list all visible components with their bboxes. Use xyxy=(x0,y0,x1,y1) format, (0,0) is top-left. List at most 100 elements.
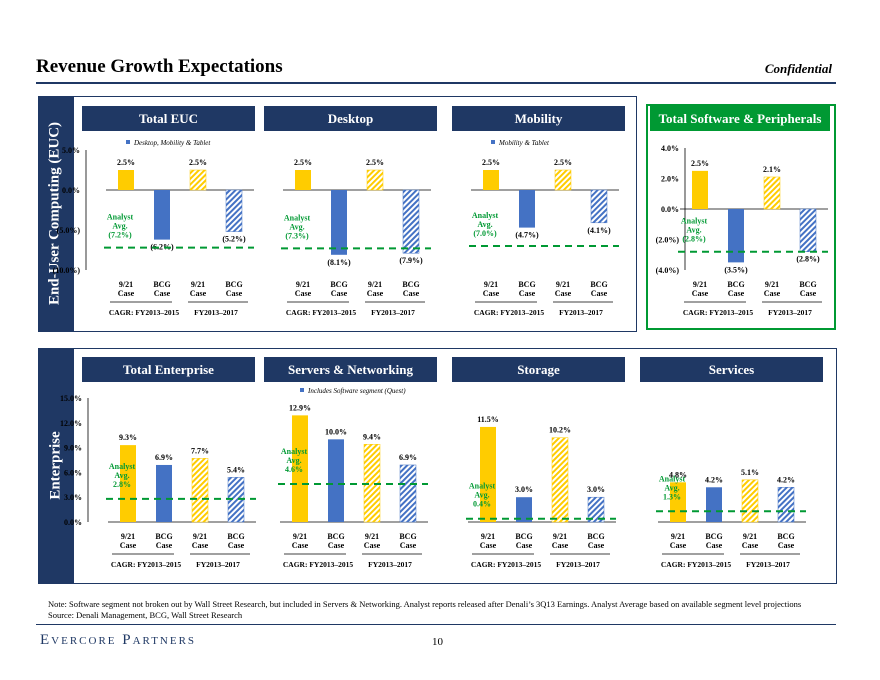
bar xyxy=(590,189,608,224)
y-tick-label: 0.0% xyxy=(62,186,80,195)
evercore-logo: Evercore Partners xyxy=(40,632,197,648)
category-label: 9/21 xyxy=(191,280,205,289)
y-tick-label: 9.0% xyxy=(64,444,82,453)
category-label: Case xyxy=(156,541,173,550)
category-label: BCG xyxy=(587,532,604,541)
y-tick-label: (5.0%) xyxy=(57,226,81,235)
category-label: BCG xyxy=(590,280,607,289)
category-label: Case xyxy=(778,541,795,550)
category-label: Case xyxy=(403,289,420,298)
bar-value-label: (2.8%) xyxy=(796,255,820,264)
page-title: Revenue Growth Expectations xyxy=(36,56,283,77)
y-tick-label: (2.0%) xyxy=(656,236,680,245)
bar xyxy=(483,170,499,190)
category-label: 9/21 xyxy=(481,532,495,541)
category-label: BCG xyxy=(399,532,416,541)
bar-value-label: 10.0% xyxy=(325,427,347,436)
bar xyxy=(741,479,759,523)
y-tick-label: (10.0%) xyxy=(53,266,81,275)
footnote: Note: Software segment not broken out by… xyxy=(48,599,802,609)
analyst-value-label: 4.6% xyxy=(285,465,303,474)
bar xyxy=(763,176,781,210)
legend-swatch xyxy=(300,388,304,392)
cagr-label: CAGR: FY2013–2015 xyxy=(471,560,541,569)
bar-value-label: 6.9% xyxy=(399,453,417,462)
legend-text: Desktop, Mobility & Tablet xyxy=(133,139,211,147)
analyst-label: Avg. xyxy=(686,226,701,235)
category-label: Case xyxy=(728,289,745,298)
bar-value-label: 4.2% xyxy=(777,475,795,484)
panel-header-total-euc: Total EUC xyxy=(82,106,255,131)
category-label: Case xyxy=(295,289,312,298)
category-label: 9/21 xyxy=(556,280,570,289)
category-label: Case xyxy=(364,541,381,550)
category-label: BCG xyxy=(727,280,744,289)
bar-value-label: (5.2%) xyxy=(222,235,246,244)
page-number: 10 xyxy=(432,636,443,648)
category-label: 9/21 xyxy=(293,532,307,541)
cagr-label: CAGR: FY2013–2015 xyxy=(683,308,753,317)
bar-value-label: 2.1% xyxy=(763,165,781,174)
category-label: Case xyxy=(483,289,500,298)
category-label: Case xyxy=(591,289,608,298)
y-tick-label: 3.0% xyxy=(64,493,82,502)
y-tick-label: 15.0% xyxy=(60,394,82,403)
bar xyxy=(331,190,347,255)
bar-value-label: (8.1%) xyxy=(327,258,351,267)
confidential-label: Confidential xyxy=(764,61,832,76)
bar xyxy=(587,496,605,523)
cagr-label: CAGR: FY2013–2015 xyxy=(474,308,544,317)
bar-value-label: (4.7%) xyxy=(515,231,539,240)
analyst-value-label: (7.2%) xyxy=(108,231,132,240)
category-label: 9/21 xyxy=(365,532,379,541)
analyst-label: Analyst xyxy=(281,447,308,456)
analyst-value-label: 1.3% xyxy=(663,492,681,501)
y-tick-label: 5.0% xyxy=(62,146,80,155)
bar-value-label: 2.5% xyxy=(482,158,500,167)
panel-header-servers: Servers & Networking xyxy=(264,357,437,382)
category-label: Case xyxy=(292,541,309,550)
bar-value-label: (7.9%) xyxy=(399,256,423,265)
bar-value-label: 4.2% xyxy=(705,475,723,484)
category-label: Case xyxy=(800,289,817,298)
bar-value-label: 12.9% xyxy=(289,403,311,412)
enterprise-sidebar xyxy=(38,348,74,584)
bar xyxy=(728,209,744,263)
bar-value-label: 2.5% xyxy=(691,159,709,168)
bar-value-label: 6.9% xyxy=(155,453,173,462)
analyst-value-label: 0.4% xyxy=(473,500,491,509)
bar-value-label: 7.7% xyxy=(191,446,209,455)
category-label: Case xyxy=(555,289,572,298)
bar-value-label: 2.5% xyxy=(117,158,135,167)
analyst-label: Analyst xyxy=(109,462,136,471)
analyst-label: Analyst xyxy=(472,211,499,220)
bar xyxy=(777,487,795,523)
panel-header-services: Services xyxy=(640,357,823,382)
bar-value-label: 10.2% xyxy=(549,426,571,435)
category-label: BCG xyxy=(705,532,722,541)
category-label: Case xyxy=(226,289,243,298)
cagr-label: CAGR: FY2013–2015 xyxy=(661,560,731,569)
analyst-label: Analyst xyxy=(469,482,496,491)
category-label: BCG xyxy=(330,280,347,289)
source-note: Source: Denali Management, BCG, Wall Str… xyxy=(48,610,243,620)
category-label: 9/21 xyxy=(121,532,135,541)
category-label: 9/21 xyxy=(671,532,685,541)
category-label: Case xyxy=(588,541,605,550)
bar xyxy=(480,426,496,522)
category-label: BCG xyxy=(799,280,816,289)
title-rule xyxy=(36,82,836,84)
bar-value-label: (3.5%) xyxy=(724,265,748,274)
category-label: BCG xyxy=(327,532,344,541)
bar xyxy=(799,208,817,252)
cagr-label: FY2013–2017 xyxy=(194,308,238,317)
category-label: 9/21 xyxy=(193,532,207,541)
cagr-label: CAGR: FY2013–2015 xyxy=(111,560,181,569)
category-label: 9/21 xyxy=(743,532,757,541)
analyst-label: Avg. xyxy=(474,491,489,500)
bar-value-label: 5.4% xyxy=(227,465,245,474)
category-label: Case xyxy=(764,289,781,298)
category-label: Case xyxy=(328,541,345,550)
analyst-label: Avg. xyxy=(289,222,304,231)
category-label: Case xyxy=(118,289,135,298)
